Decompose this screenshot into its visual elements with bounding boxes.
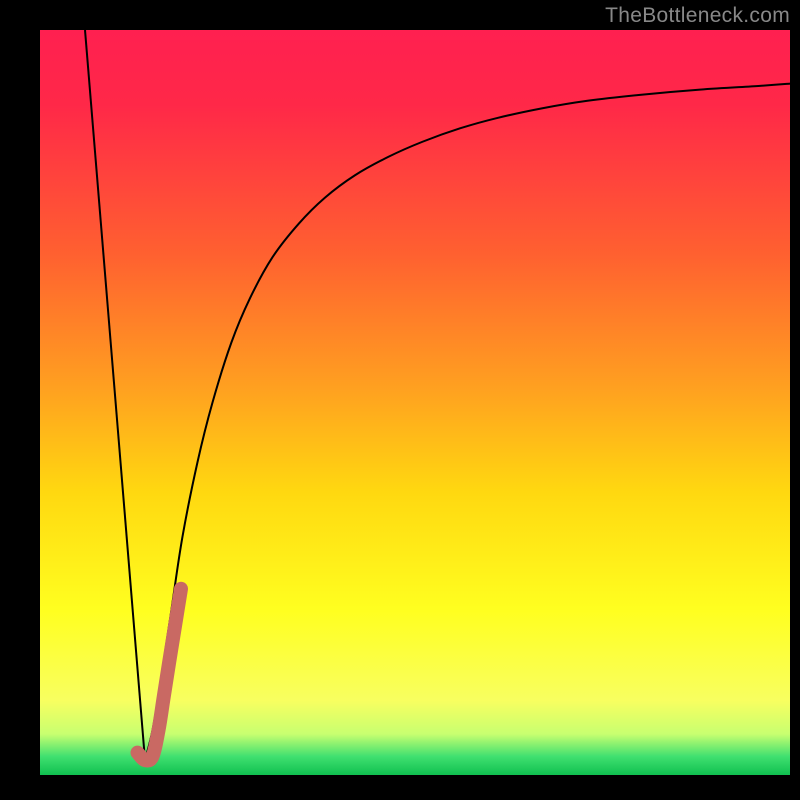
chart-svg <box>0 0 800 800</box>
bottleneck-chart: TheBottleneck.com <box>0 0 800 800</box>
watermark-text: TheBottleneck.com <box>605 4 790 28</box>
